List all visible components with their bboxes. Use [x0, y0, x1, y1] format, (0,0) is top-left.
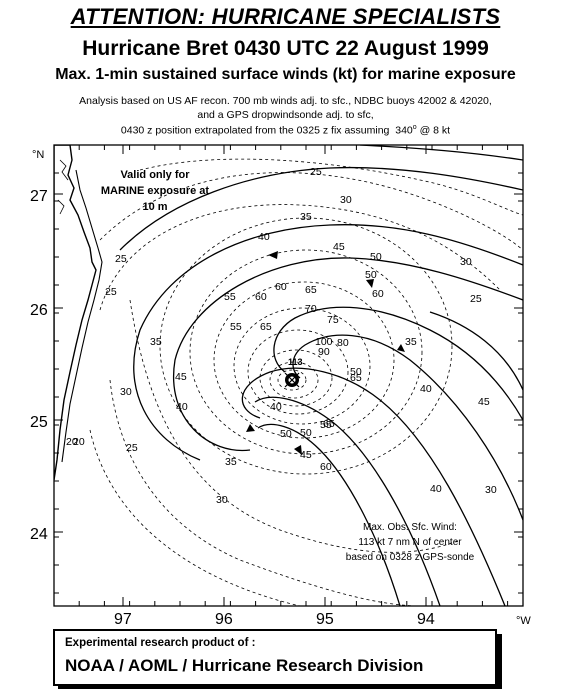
contour-label: 55	[224, 291, 236, 303]
contour-label: 65	[305, 284, 317, 296]
contour-label: 30	[120, 386, 132, 398]
contour-label: 55	[230, 321, 242, 333]
contour-label: 100	[315, 336, 333, 348]
streamlines	[119, 145, 523, 606]
obs-note-line-3: based on 0328 z GPS-sonde	[346, 552, 475, 563]
contour-label: 25	[310, 166, 322, 178]
contour-label: 60	[275, 281, 287, 293]
credit-line-2: NOAA / AOML / Hurricane Research Divisio…	[65, 656, 424, 675]
contour-label: 70	[305, 303, 317, 315]
lat-tick-26: 26	[30, 302, 48, 319]
valid-note: Valid only for MARINE exposure at 10 m	[101, 169, 210, 213]
contour-label: 40	[258, 231, 270, 243]
contour-label: 35	[300, 211, 312, 223]
contour-label: 65	[323, 418, 335, 430]
contour-label: 35	[225, 456, 237, 468]
contour-label: 45	[333, 241, 345, 253]
contour-label: 40	[430, 483, 442, 495]
obs-note: Max. Obs. Sfc. Wind: 113 kt 7 nm N of ce…	[346, 522, 475, 563]
contour-label: 35	[405, 336, 417, 348]
motion-speed: @ 8 kt	[419, 124, 451, 137]
analysis-note-2: and a GPS dropwindsonde adj. to sfc,	[197, 109, 374, 121]
attention-heading: ATTENTION: HURRICANE SPECIALISTS	[70, 4, 501, 29]
valid-note-line-3: 10 m	[142, 201, 167, 213]
contour-label: 40	[176, 401, 188, 413]
contour-label: 20	[73, 436, 85, 448]
contour-label: 45	[175, 371, 187, 383]
lon-tick-96: 96	[215, 611, 233, 628]
contour-label: 40	[270, 401, 282, 413]
degree-mark: o	[412, 124, 417, 131]
lon-tick-97: 97	[114, 611, 132, 628]
map-title: Hurricane Bret 0430 UTC 22 August 1999	[82, 37, 489, 60]
contour-label: 65	[350, 372, 362, 384]
contour-label: 35	[150, 336, 162, 348]
credit-box: Experimental research product of : NOAA …	[53, 629, 497, 686]
contour-label: 30	[216, 494, 228, 506]
lon-tick-94: 94	[417, 611, 435, 628]
contour-label: 25	[126, 442, 138, 454]
contour-label: 50	[350, 366, 362, 378]
flow-arrows	[246, 251, 405, 455]
map-frame	[53, 144, 524, 607]
max-wind-label: 113	[288, 357, 303, 367]
contour-label: 20	[66, 436, 78, 448]
dashed-isotachs	[89, 158, 523, 606]
contour-label: 45	[300, 449, 312, 461]
analysis-note-3-text: 0430 z position extrapolated from the 03…	[120, 124, 390, 137]
analysis-note-3: 0430 z position extrapolated from the 03…	[0, 124, 571, 137]
contour-label: 55	[320, 419, 332, 431]
lon-unit-label: °W	[516, 615, 531, 627]
contour-label: 60	[372, 288, 384, 300]
contour-label: 50	[370, 251, 382, 263]
contour-label: 50	[365, 269, 377, 281]
hurricane-center-icon	[284, 372, 300, 388]
obs-note-line-2: 113 kt 7 nm N of center	[358, 537, 462, 548]
contour-label: 65	[260, 321, 272, 333]
contour-label: 25	[105, 286, 117, 298]
contour-label: 30	[485, 484, 497, 496]
contour-label: 25	[470, 293, 482, 305]
coastline-land	[54, 145, 97, 481]
contour-label: 30	[340, 194, 352, 206]
lat-tick-27: 27	[30, 188, 48, 205]
barrier-island	[61, 169, 103, 463]
contour-label: 50	[280, 428, 292, 440]
contour-label: 45	[478, 396, 490, 408]
obs-note-line-1: Max. Obs. Sfc. Wind:	[363, 522, 457, 533]
analysis-note-1: Analysis based on US AF recon. 700 mb wi…	[79, 95, 492, 107]
contour-label: 60	[255, 291, 267, 303]
contour-label: 50	[300, 427, 312, 439]
contour-label: 25	[115, 253, 127, 265]
lat-unit-label: °N	[32, 149, 44, 161]
valid-note-line-1: Valid only for	[120, 169, 190, 181]
lat-tick-24: 24	[30, 526, 48, 543]
contour-label: 80	[337, 337, 349, 349]
lat-tick-25: 25	[30, 414, 48, 431]
map-subtitle: Max. 1-min sustained surface winds (kt) …	[55, 66, 516, 83]
credit-line-1: Experimental research product of :	[65, 637, 256, 649]
contour-label: 90	[318, 346, 330, 358]
valid-note-line-2: MARINE exposure at	[101, 185, 210, 197]
contour-label: 60	[320, 461, 332, 473]
coast-detail	[57, 159, 69, 215]
lon-tick-95: 95	[316, 611, 334, 628]
contour-label: 75	[327, 314, 339, 326]
motion-direction: 340	[395, 124, 413, 137]
contour-label: 30	[460, 256, 472, 268]
contour-label: 40	[420, 383, 432, 395]
